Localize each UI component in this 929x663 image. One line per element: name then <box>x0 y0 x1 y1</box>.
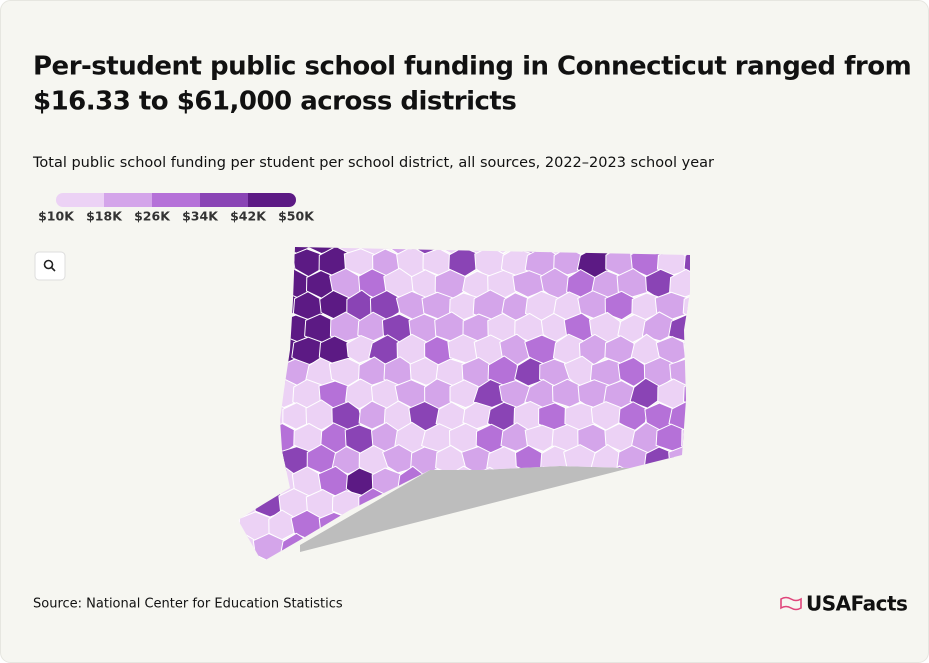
legend-swatch <box>248 193 289 207</box>
district <box>449 379 482 409</box>
legend-swatch <box>152 193 200 207</box>
legend: $10K $18K $26K $34K $42K $50K <box>38 193 315 224</box>
zoom-box[interactable] <box>34 251 66 281</box>
logo-text: USAFacts <box>806 592 907 616</box>
zoom-icon <box>43 259 54 270</box>
zoom-button[interactable] <box>34 251 66 281</box>
legend-label: $10K <box>38 209 75 224</box>
legend-label: $26K <box>134 209 171 224</box>
subtitle: Total public school funding per student … <box>32 155 714 171</box>
district <box>565 247 599 254</box>
water <box>300 466 630 552</box>
legend-swatch <box>200 193 248 207</box>
logo-flag <box>780 596 802 611</box>
legend-label: $34K <box>182 209 219 224</box>
district <box>681 424 690 455</box>
zoom-icon <box>50 266 56 272</box>
legend-label: $50K <box>278 209 315 224</box>
legend-label: $18K <box>86 209 123 224</box>
district <box>682 291 690 323</box>
source: Source: National Center for Education St… <box>33 597 343 612</box>
district <box>683 378 690 411</box>
title: $16.33 to $61,000 across districts <box>33 87 516 117</box>
legend-swatch <box>63 193 104 207</box>
district <box>683 335 690 364</box>
title: Per-student public school funding in Con… <box>33 52 911 82</box>
district <box>683 247 690 278</box>
logo: USAFacts <box>780 592 908 616</box>
legend-swatch <box>104 193 152 207</box>
legend-label: $42K <box>230 209 267 224</box>
